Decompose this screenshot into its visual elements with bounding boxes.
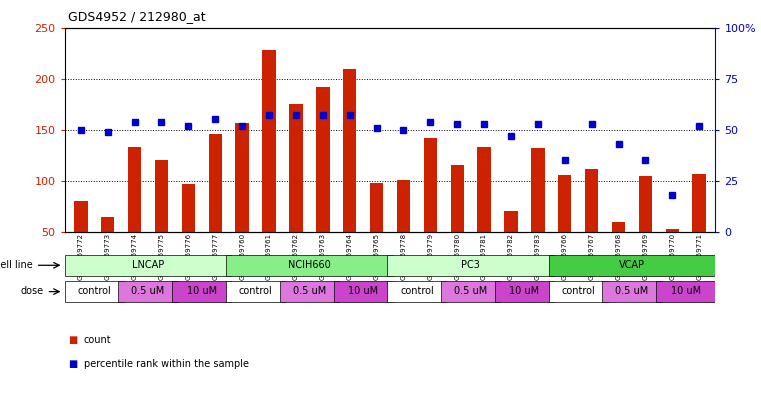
Text: PC3: PC3 bbox=[461, 260, 480, 270]
Bar bbox=[693, 174, 706, 232]
Bar bbox=[656, 281, 715, 302]
Bar bbox=[172, 281, 231, 302]
Text: ■: ■ bbox=[68, 335, 78, 345]
Bar bbox=[65, 255, 231, 276]
Bar bbox=[387, 255, 554, 276]
Bar bbox=[289, 104, 303, 232]
Bar bbox=[333, 281, 393, 302]
Text: VCAP: VCAP bbox=[619, 260, 645, 270]
Bar bbox=[226, 281, 285, 302]
Bar bbox=[101, 217, 114, 232]
Bar bbox=[119, 281, 177, 302]
Text: control: control bbox=[239, 286, 272, 296]
Bar bbox=[495, 281, 554, 302]
Bar bbox=[558, 174, 572, 232]
Bar bbox=[209, 134, 222, 232]
Bar bbox=[65, 281, 124, 302]
Bar bbox=[74, 201, 88, 232]
Text: 10 uM: 10 uM bbox=[670, 286, 701, 296]
Bar bbox=[531, 148, 545, 232]
Text: 10 uM: 10 uM bbox=[509, 286, 540, 296]
Bar bbox=[451, 165, 464, 232]
Bar bbox=[585, 169, 598, 232]
Bar bbox=[441, 281, 500, 302]
Text: 0.5 uM: 0.5 uM bbox=[616, 286, 648, 296]
Text: 0.5 uM: 0.5 uM bbox=[132, 286, 164, 296]
Text: dose: dose bbox=[21, 286, 43, 296]
Text: control: control bbox=[562, 286, 595, 296]
Text: 0.5 uM: 0.5 uM bbox=[454, 286, 487, 296]
Bar bbox=[638, 176, 652, 232]
Bar bbox=[549, 281, 608, 302]
Bar bbox=[549, 255, 715, 276]
Text: 0.5 uM: 0.5 uM bbox=[293, 286, 326, 296]
Text: GDS4952 / 212980_at: GDS4952 / 212980_at bbox=[68, 10, 206, 23]
Text: control: control bbox=[78, 286, 111, 296]
Bar bbox=[226, 255, 393, 276]
Text: 10 uM: 10 uM bbox=[186, 286, 217, 296]
Bar bbox=[387, 281, 447, 302]
Bar bbox=[396, 180, 410, 232]
Bar bbox=[280, 281, 339, 302]
Bar bbox=[316, 87, 330, 232]
Bar bbox=[477, 147, 491, 232]
Text: count: count bbox=[84, 335, 111, 345]
Text: percentile rank within the sample: percentile rank within the sample bbox=[84, 358, 249, 369]
Bar bbox=[666, 229, 679, 232]
Bar bbox=[424, 138, 437, 232]
Text: ■: ■ bbox=[68, 358, 78, 369]
Bar bbox=[263, 50, 275, 232]
Bar bbox=[182, 184, 195, 232]
Bar bbox=[603, 281, 661, 302]
Text: cell line: cell line bbox=[0, 260, 32, 270]
Text: LNCAP: LNCAP bbox=[132, 260, 164, 270]
Text: NCIH660: NCIH660 bbox=[288, 260, 331, 270]
Text: 10 uM: 10 uM bbox=[348, 286, 378, 296]
Bar bbox=[343, 70, 356, 232]
Bar bbox=[154, 160, 168, 232]
Bar bbox=[505, 211, 517, 232]
Text: control: control bbox=[400, 286, 434, 296]
Bar bbox=[612, 222, 626, 232]
Bar bbox=[370, 183, 384, 232]
Bar bbox=[128, 147, 142, 232]
Bar bbox=[235, 123, 249, 232]
